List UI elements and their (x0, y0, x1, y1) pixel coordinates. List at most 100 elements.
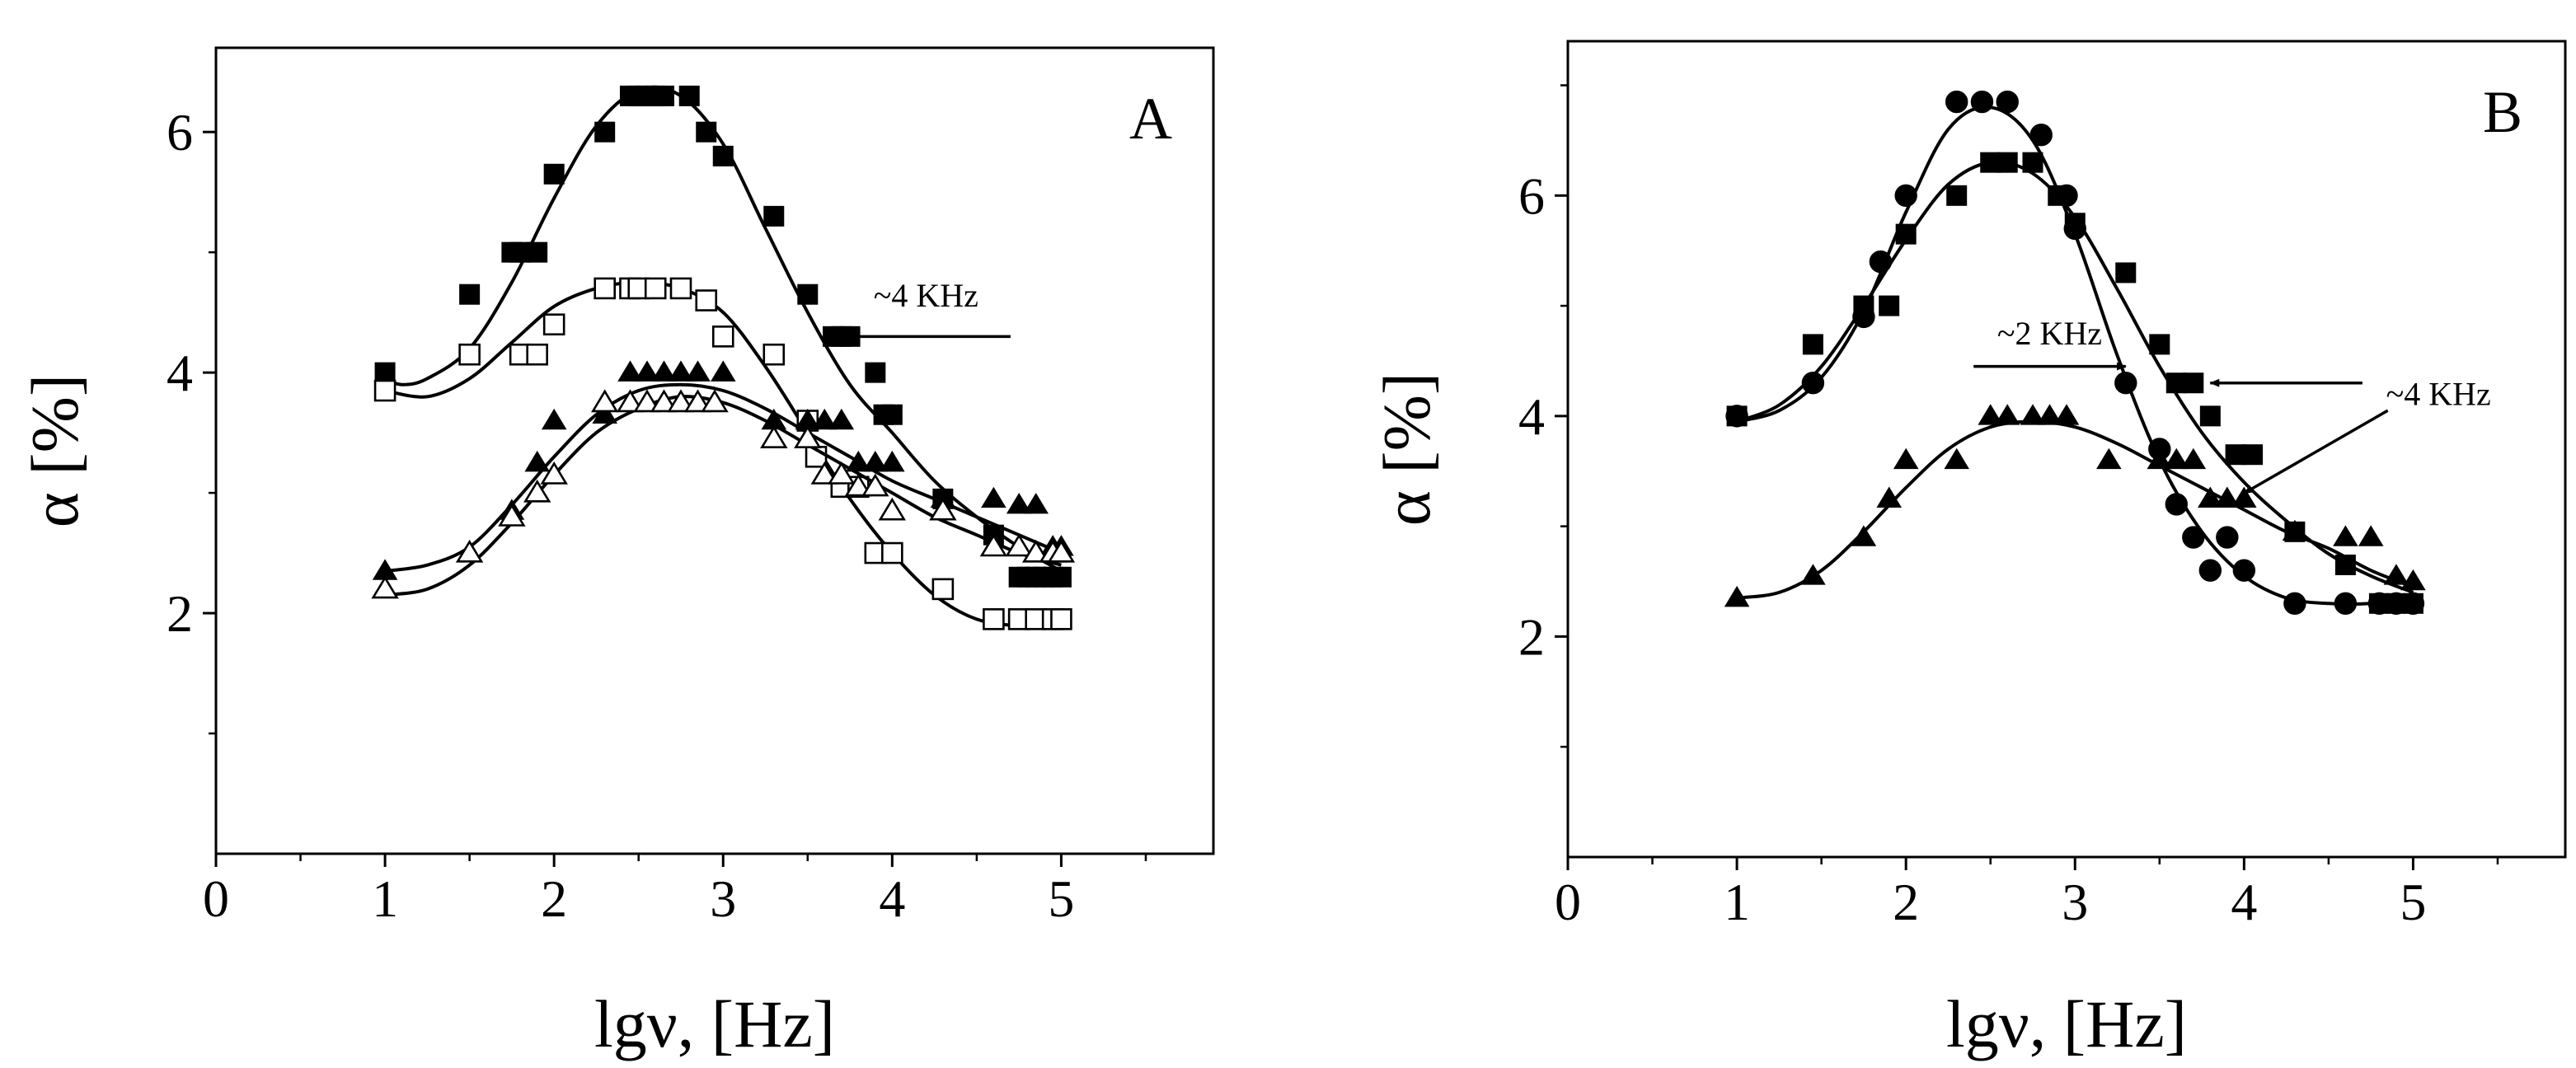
data-point (931, 578, 955, 601)
data-point (644, 277, 667, 300)
x-tick-label: 2 (1893, 873, 1919, 931)
data-point (878, 497, 907, 521)
data-point (1945, 90, 1968, 114)
data-point (1894, 184, 1917, 207)
series-filled-squares (1726, 152, 2424, 614)
data-point (828, 408, 855, 430)
data-point (669, 277, 692, 300)
data-point (1994, 404, 2020, 425)
data-point (653, 85, 674, 106)
data-point (594, 121, 616, 143)
data-point (1853, 295, 1875, 316)
data-point (683, 389, 712, 413)
chart-panel-A: 0 1 2 3 4 5 2 4 6 lgν, [Hz] α [%] A ~4 KHz (17, 46, 1215, 1061)
y-tick-label: 4 (167, 344, 193, 402)
panel-label: B (2483, 79, 2522, 145)
data-point (2114, 372, 2137, 395)
data-point (2333, 525, 2358, 546)
data-point (810, 461, 838, 485)
data-point (1851, 525, 1877, 546)
data-point (1895, 223, 1917, 245)
data-point (2183, 372, 2204, 394)
data-point (701, 389, 729, 413)
chart-panel-B: 0 1 2 3 4 5 2 4 6 lgν, [Hz] α [%] B ~2 KHz ~4 KHz (1369, 40, 2567, 1061)
data-point (2383, 564, 2409, 585)
x-axis-label: lgν, [Hz] (1946, 986, 2187, 1061)
data-point (1978, 404, 2003, 425)
data-point (2232, 559, 2256, 582)
data-point (2214, 486, 2241, 508)
data-point (2165, 493, 2189, 516)
data-point (2048, 185, 2069, 206)
data-point (865, 362, 886, 383)
data-point (711, 360, 736, 382)
data-point (540, 461, 568, 485)
data-point (2334, 592, 2358, 615)
data-point (711, 326, 734, 348)
data-point (929, 497, 957, 521)
data-point (668, 360, 694, 382)
data-point (2386, 593, 2407, 614)
data-point (881, 541, 903, 564)
data-point (458, 343, 481, 366)
data-point (981, 486, 1006, 508)
data-point (678, 85, 700, 106)
series-open-squares (373, 277, 1072, 630)
panel-label: A (1129, 86, 1172, 152)
data-point (2368, 593, 2390, 614)
data-point (1946, 185, 1968, 206)
data-point (374, 362, 396, 383)
fit-curve (384, 395, 1062, 597)
data-point (1726, 405, 1748, 427)
data-point (712, 145, 734, 166)
data-point (1006, 493, 1032, 514)
data-point (846, 450, 871, 472)
annotation-text: ~2 KHz (1997, 315, 2102, 352)
data-point (979, 533, 1008, 557)
data-point (1005, 533, 1033, 557)
data-point (524, 450, 550, 472)
x-tick-label: 4 (879, 869, 905, 928)
y-tick-label: 6 (167, 103, 193, 162)
data-point (1879, 295, 1900, 316)
x-tick-label: 1 (372, 869, 398, 928)
data-point (667, 389, 695, 413)
data-point (685, 360, 711, 382)
y-tick-label: 2 (167, 584, 193, 643)
data-point (1801, 372, 1825, 395)
data-point (617, 360, 643, 382)
data-point (2231, 486, 2257, 508)
y-tick-label: 6 (1518, 166, 1545, 225)
data-point (2199, 405, 2221, 427)
data-point (695, 289, 718, 312)
plot-frame (1566, 40, 2567, 859)
fit-curve (384, 382, 1063, 573)
x-tick-label: 5 (2400, 873, 2426, 931)
fit-curve (1736, 105, 2414, 607)
data-point (616, 389, 645, 413)
data-point (1944, 447, 1969, 470)
data-point (373, 379, 396, 402)
data-point (526, 343, 548, 366)
x-tick-label: 3 (710, 869, 736, 928)
annotation-text: ~4 KHz (874, 277, 978, 314)
data-point (527, 241, 548, 263)
data-point (1996, 90, 2019, 114)
data-point (794, 425, 822, 449)
data-point (828, 461, 856, 485)
data-point (2053, 404, 2080, 425)
data-point (2216, 526, 2239, 549)
data-point (2182, 526, 2205, 549)
data-point (1800, 564, 1826, 585)
data-point (1050, 608, 1072, 630)
data-point (762, 343, 786, 366)
data-point (1047, 539, 1076, 563)
x-tick-label: 0 (1555, 873, 1581, 931)
data-point (2096, 447, 2122, 470)
data-point (1724, 585, 1750, 607)
data-point (1997, 152, 2018, 173)
annotation-arrow (2243, 409, 2389, 495)
y-tick-label: 2 (1518, 607, 1545, 666)
data-point (591, 389, 619, 413)
